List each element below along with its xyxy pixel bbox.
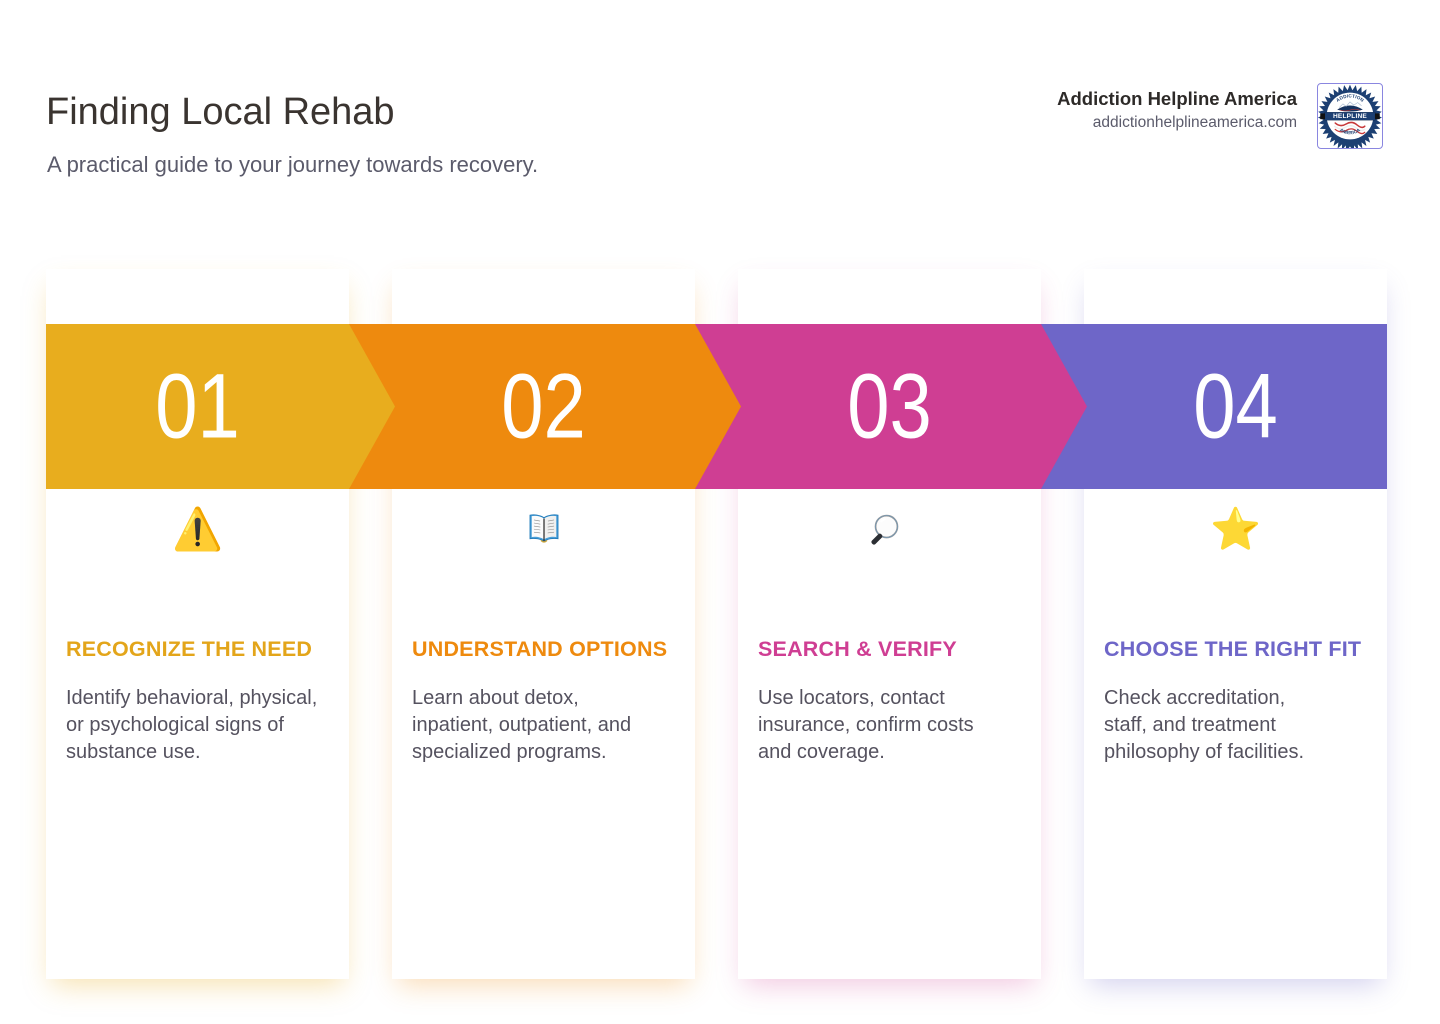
svg-text:HELPLINE: HELPLINE xyxy=(1333,113,1367,120)
